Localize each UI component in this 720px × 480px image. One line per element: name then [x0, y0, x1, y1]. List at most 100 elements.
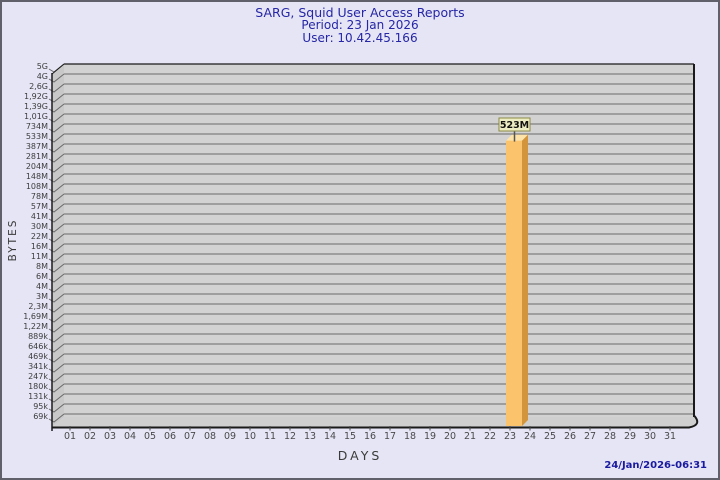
y-axis-tick-label: 148M [26, 172, 48, 181]
x-axis-tick-label: 03 [104, 431, 116, 442]
y-tick-mark [48, 333, 65, 343]
y-axis-tick-label: 30M [31, 222, 48, 231]
y-tick-mark [48, 243, 65, 253]
y-tick-mark [48, 293, 65, 303]
y-axis-tick-label: 2,6G [29, 82, 48, 91]
y-tick-mark [48, 253, 65, 263]
x-axis-tick-label: 04 [124, 431, 136, 442]
y-axis-tick-label: 108M [26, 182, 48, 191]
y-axis-tick-label: 1,92G [24, 92, 48, 101]
y-axis-tick-label: 469k [28, 352, 48, 361]
y-axis-tick-label: 4G [37, 72, 48, 81]
bar-value-label: 523M [500, 120, 529, 131]
chart-header: SARG, Squid User Access Reports Period: … [2, 6, 718, 44]
y-tick-mark [48, 213, 65, 223]
y-tick-mark [48, 413, 65, 423]
y-tick-mark [48, 383, 65, 393]
y-tick-mark [48, 233, 65, 243]
y-axis-tick-label: 247k [28, 372, 48, 381]
y-tick-mark [48, 173, 65, 183]
y-axis-tick-label: 1,69M [23, 312, 48, 321]
x-axis-tick-label: 30 [644, 431, 656, 442]
y-tick-mark [48, 223, 65, 233]
y-axis-tick-label: 57M [31, 202, 48, 211]
y-tick-mark [48, 153, 65, 163]
y-axis-tick-label: 69k [33, 412, 48, 421]
x-axis-tick-label: 08 [204, 431, 216, 442]
bar-front-face [506, 140, 522, 427]
y-axis-tick-label: 204M [26, 162, 48, 171]
y-axis-tick-label: 646k [28, 342, 48, 351]
y-tick-mark [48, 283, 65, 293]
x-axis-tick-label: 01 [64, 431, 76, 442]
y-axis-tick-label: 3M [36, 292, 48, 301]
y-tick-mark [48, 113, 65, 123]
y-axis-tick-label: 22M [31, 232, 48, 241]
page-title: SARG, Squid User Access Reports [255, 5, 465, 20]
bar-top-face [506, 134, 528, 141]
y-tick-mark [48, 373, 65, 383]
y-tick-mark [48, 313, 65, 323]
y-axis-tick-label: 78M [31, 192, 48, 201]
y-tick-mark [48, 393, 65, 403]
x-axis-tick-label: 18 [404, 431, 416, 442]
x-axis-title: DAYS [337, 448, 383, 463]
generation-timestamp: 24/Jan/2026-06:31 [604, 460, 707, 471]
bar-side-face [522, 134, 528, 427]
back-wall [64, 64, 694, 417]
y-tick-mark [48, 143, 65, 153]
x-axis-tick-label: 24 [524, 431, 536, 442]
x-axis-tick-label: 19 [424, 431, 436, 442]
x-axis-tick-label: 27 [584, 431, 596, 442]
x-axis-tick-label: 25 [544, 431, 556, 442]
y-tick-mark [48, 183, 65, 193]
y-tick-mark [48, 83, 65, 93]
x-axis-tick-label: 09 [224, 431, 236, 442]
y-tick-mark [48, 273, 65, 283]
x-axis-tick-label: 02 [84, 431, 96, 442]
x-axis-tick-label: 31 [664, 431, 676, 442]
x-axis-tick-label: 15 [344, 431, 356, 442]
y-axis-tick-label: 16M [31, 242, 48, 251]
x-axis-tick-label: 10 [244, 431, 256, 442]
y-tick-mark [48, 93, 65, 103]
y-tick-mark [48, 403, 65, 413]
y-axis-tick-label: 5G [37, 62, 48, 71]
y-axis-tick-label: 6M [36, 272, 48, 281]
x-axis-tick-label: 17 [384, 431, 396, 442]
y-axis-tick-label: 387M [26, 142, 48, 151]
y-axis-tick-label: 734M [26, 122, 48, 131]
x-axis-tick-label: 16 [364, 431, 376, 442]
x-axis-tick-label: 23 [504, 431, 516, 442]
y-axis-tick-label: 4M [36, 282, 48, 291]
y-axis-title: BYTES [7, 218, 19, 262]
y-tick-mark [48, 103, 65, 113]
x-axis-tick-label: 14 [324, 431, 336, 442]
y-tick-mark [48, 363, 65, 373]
y-axis-tick-label: 1,39G [24, 102, 48, 111]
y-tick-mark [48, 323, 65, 333]
x-axis-tick-label: 22 [484, 431, 496, 442]
x-axis-tick-label: 11 [264, 431, 276, 442]
wall-top-slant [51, 63, 65, 75]
x-axis-tick-label: 20 [444, 431, 456, 442]
y-axis-tick-label: 533M [26, 132, 48, 141]
y-tick-mark [48, 193, 65, 203]
x-axis-tick-label: 29 [624, 431, 636, 442]
y-axis-tick-label: 2,3M [28, 302, 48, 311]
report-user: User: 10.42.45.166 [302, 30, 418, 45]
x-axis-line [52, 415, 699, 429]
y-axis-tick-label: 341k [28, 362, 48, 371]
y-axis-tick-label: 180k [28, 382, 48, 391]
y-tick-mark [48, 73, 65, 83]
y-tick-mark [48, 163, 65, 173]
y-axis-tick-label: 131k [28, 392, 48, 401]
y-axis-tick-label: 8M [36, 262, 48, 271]
x-axis-tick-label: 07 [184, 431, 196, 442]
y-tick-mark [48, 343, 65, 353]
y-axis-tick-label: 41M [31, 212, 48, 221]
y-tick-mark [48, 133, 65, 143]
y-tick-mark [48, 263, 65, 273]
